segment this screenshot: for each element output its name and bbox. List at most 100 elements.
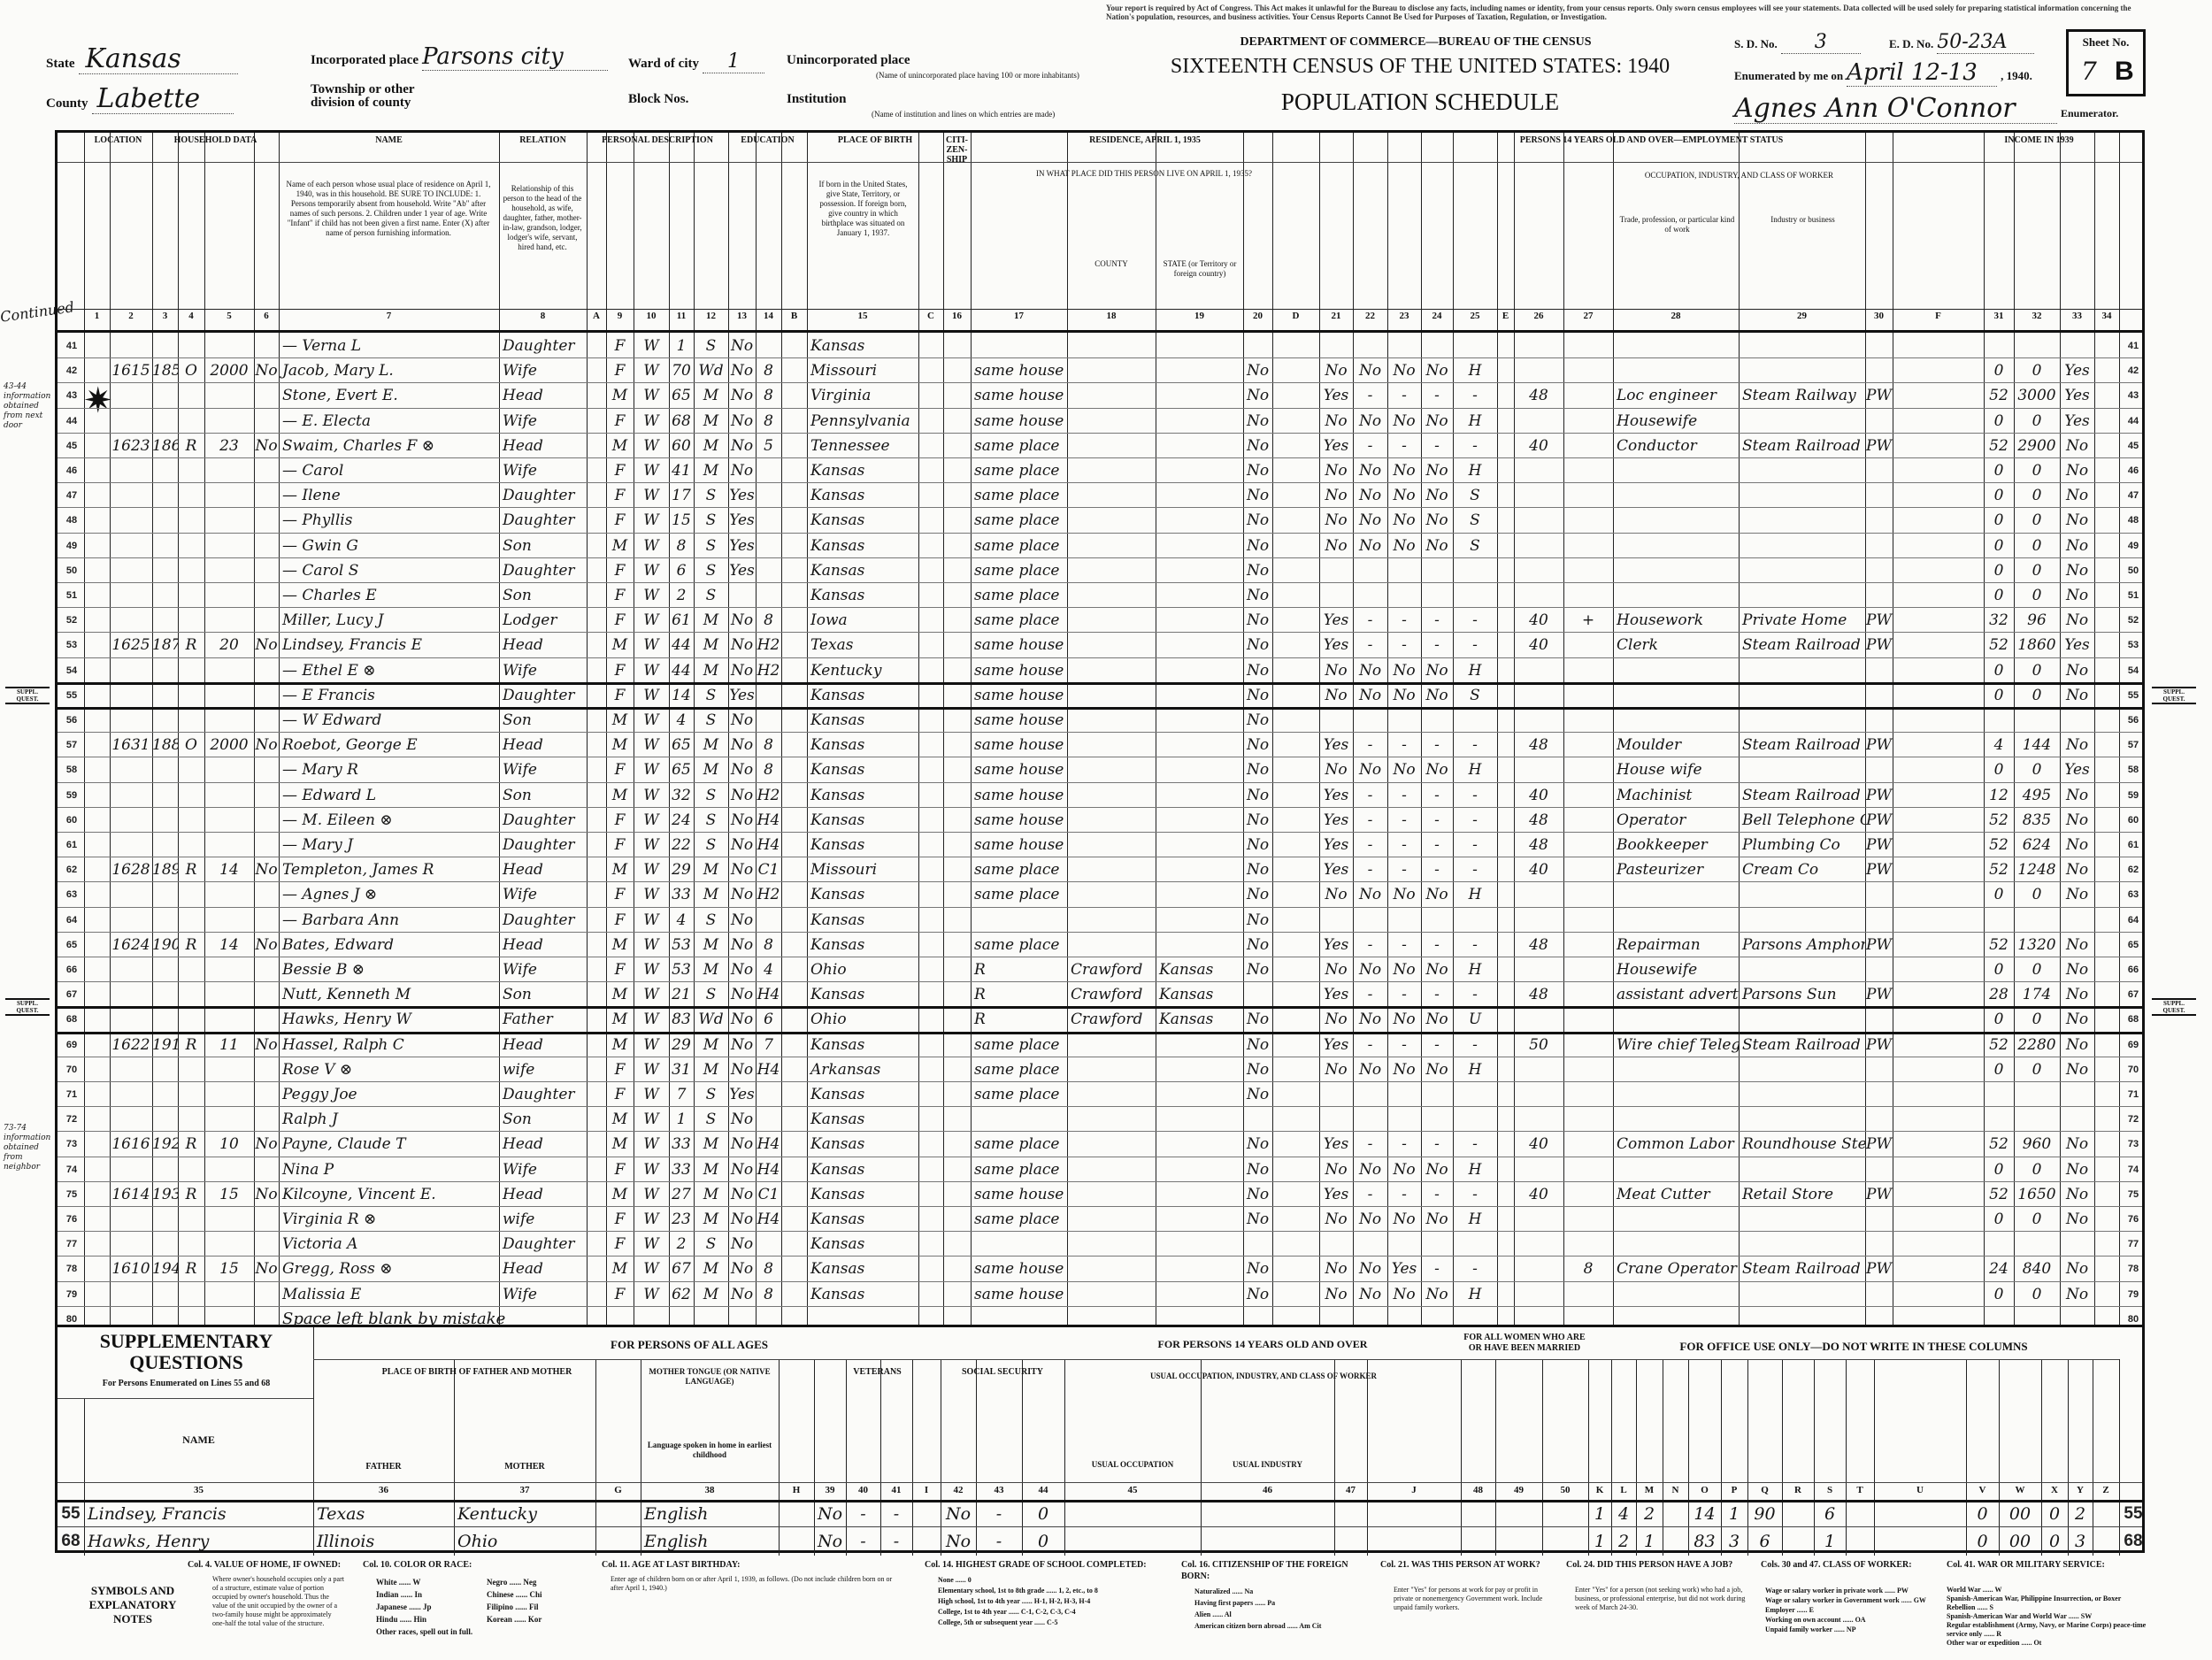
margin-note-43-44: 43-44 information obtained from next doo… [4,382,51,430]
birthplace-column-instructions: If born in the United States, give State… [818,180,908,237]
table-row: 52 Miller, Lucy J Lodger F W 61 M No 8 Iowa same p… [58,607,2142,632]
cell-race: W [643,636,659,655]
cell-hh: 193 [152,1185,178,1203]
cell-inc: 1320 [2017,935,2056,954]
cell-w25: U [1468,1011,1482,1029]
column-divider [1272,133,1273,1326]
sheet-label: Sheet No. [2082,35,2130,49]
cell-age: 31 [672,1060,691,1079]
cell-inc: 96 [2027,611,2047,630]
cell-w22: - [1367,436,1373,455]
cell-unemp: 8 [1583,1260,1594,1279]
cell-age: 23 [672,1210,691,1228]
cell-age: 21 [672,986,691,1004]
cell-w24: No [1425,362,1448,380]
supp-number-top [58,1482,2142,1483]
supp-column-number: I [924,1485,929,1495]
cell-race: W [643,1111,659,1129]
supp-cell-M: 1 [1643,1532,1655,1551]
cell-farm35: No [1246,661,1270,680]
cell-wks: 0 [1993,661,2004,680]
cell-res: same place [974,861,1060,880]
cell-age: 61 [672,611,691,630]
cell-line: 70 [2127,1064,2139,1075]
cell-wks: 0 [1993,561,2004,580]
cell-w21: No [1325,1285,1348,1303]
cell-farm35: No [1246,836,1270,854]
row-divider [58,931,2142,933]
cell-rel: Wife [503,961,537,979]
cell-w24: No [1425,511,1448,530]
cell-line: 48 [65,515,78,526]
column-group-header: INCOME IN 1939 [2004,135,2074,145]
cell-bp: Tennessee [810,436,890,455]
sd-field: S. D. No. 3 [1734,31,1861,55]
note-col24-title: Col. 24. DID THIS PERSON HAVE A JOB? [1566,1560,1733,1570]
supp-column-divider [1874,1359,1875,1556]
cell-bp: Kansas [810,511,865,530]
cell-oth: No [2065,886,2089,904]
column-number: 5 [227,311,232,321]
row-divider [58,806,2142,808]
cell-line: 58 [2127,765,2139,776]
note-col4-title: Col. 4. VALUE OF HOME, IF OWNED: [188,1560,342,1570]
table-row: 781610194R15NoGregg, Ross ⊗HeadMW67MNo8K… [58,1256,2142,1280]
cell-race: W [643,561,659,580]
cell-line: 50 [65,565,78,576]
cell-mar: M [703,1035,719,1054]
cell-inc: 0 [2032,1210,2042,1228]
supp-column-divider [1334,1359,1335,1556]
supp-quest-marker-55-right: SUPPL. QUEST. [2152,687,2196,704]
cell-w25: H [1468,411,1482,430]
cell-sch: No [730,387,754,405]
cell-cls: PW [1866,836,1892,854]
occupation-subheader: Trade, profession, or particular kind of… [1619,215,1735,234]
cell-hh: 185 [152,362,178,380]
cell-age: 70 [672,362,691,380]
cell-inc: 0 [2032,411,2042,430]
cell-ind: Steam Railroad [1742,736,1861,755]
column-number: 23 [1399,311,1409,321]
cell-bp: Kansas [810,761,865,780]
column-divider [1319,133,1320,1326]
cell-name: — W Edward [282,711,382,729]
cell-cls: PW [1866,636,1892,655]
supp-cell-line: 55 [61,1504,81,1523]
cell-sch: No [730,1035,754,1054]
class-of-worker-code: Wage or salary worker in private work ..… [1765,1587,1909,1595]
state-value: Kansas [78,44,238,74]
cell-sch: Yes [729,511,755,530]
row-divider [58,1256,2142,1257]
cell-name: Gregg, Ross ⊗ [282,1260,393,1279]
table-row: 47 — Ilene Daughter F W 17 S Yes Kansas same plac… [58,482,2142,507]
cell-race: W [643,736,659,755]
cell-res: same place [974,511,1060,530]
cell-sch: No [730,337,754,355]
occupation-column-header: OCCUPATION, INDUSTRY, AND CLASS OF WORKE… [1644,171,1834,180]
cell-grade: H2 [757,661,780,680]
cell-line: 53 [65,640,78,651]
cell-inc: 0 [2032,462,2042,480]
table-row: 46 — Carol Wife F W 41 M No Kansas same place No No… [58,457,2142,482]
cell-res: same house [974,836,1064,854]
cell-age: 33 [672,1160,691,1179]
cell-oth: No [2065,836,2089,854]
cell-w21: No [1325,1060,1348,1079]
supp-cell-c40: - [860,1532,866,1551]
cell-rel: Lodger [503,611,557,630]
cell-w21: No [1325,886,1348,904]
column-divider [1739,133,1740,1326]
cell-grade: H2 [757,886,780,904]
cell-res: same house [974,411,1064,430]
military-service-code: Regular establishment (Army, Navy, or Ma… [1947,1621,2147,1638]
cell-hours: 40 [1529,636,1548,655]
cell-mar: S [705,911,717,929]
cell-sex: M [611,1111,628,1129]
cell-farm: No [255,362,278,380]
cell-value: 23 [219,436,239,455]
cell-w23: - [1402,611,1407,630]
cell-bp: Kansas [810,1235,865,1254]
cell-w24: - [1434,836,1440,854]
cell-race: W [643,935,659,954]
cell-mar: S [705,587,717,604]
